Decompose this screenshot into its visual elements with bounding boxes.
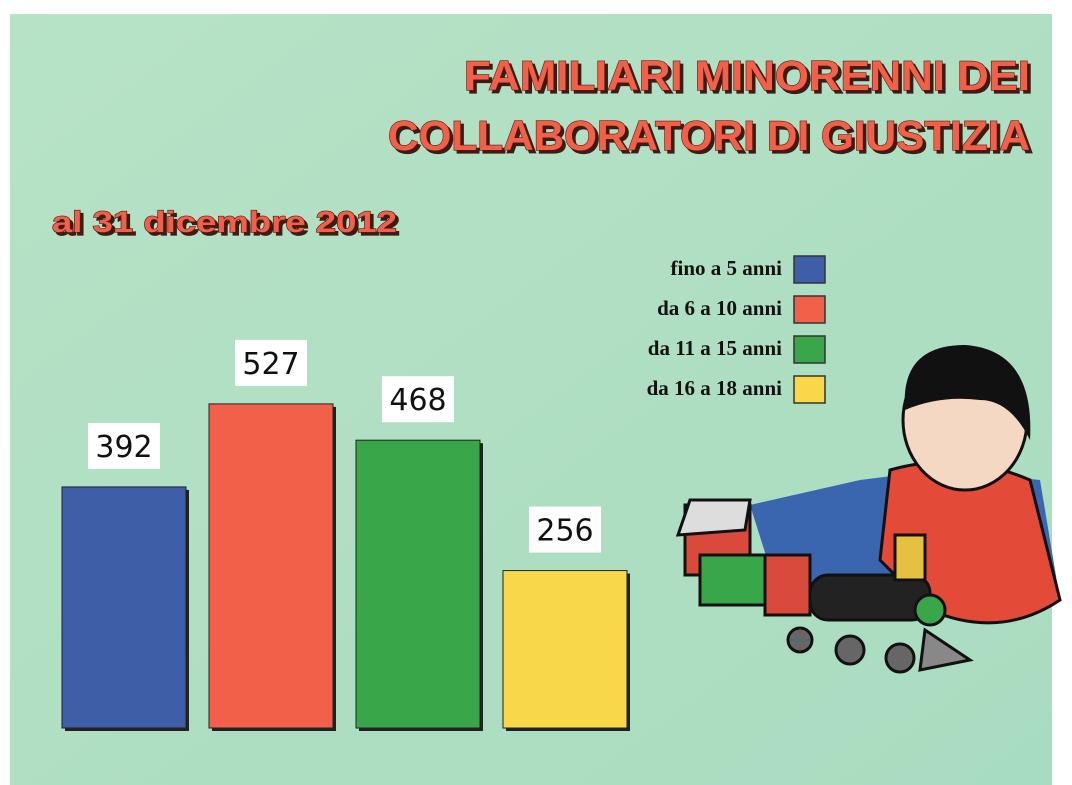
legend-swatch (794, 256, 825, 283)
value-label: 527 (242, 347, 299, 382)
legend-label: da 11 a 15 anni (648, 336, 782, 360)
chart-title: COLLABORATORI DI GIUSTIZIA (388, 112, 1030, 159)
value-label: 392 (95, 430, 152, 465)
bar (209, 404, 333, 728)
bar (356, 440, 480, 728)
legend-label: fino a 5 anni (671, 256, 783, 280)
legend-swatch (794, 296, 825, 323)
chart: FAMILIARI MINORENNI DEI COLLABORATORI DI… (0, 0, 1072, 785)
bar (62, 487, 186, 728)
legend-label: da 6 a 10 anni (657, 296, 782, 320)
chart-title: FAMILIARI MINORENNI DEI (464, 52, 1030, 99)
legend-swatch (794, 336, 825, 363)
chart-subtitle: al 31 dicembre 2012 (52, 206, 397, 239)
value-label: 468 (389, 383, 446, 418)
legend-label: da 16 a 18 anni (647, 376, 783, 400)
value-label: 256 (536, 514, 593, 549)
bar (503, 571, 627, 728)
legend-swatch (794, 376, 825, 403)
